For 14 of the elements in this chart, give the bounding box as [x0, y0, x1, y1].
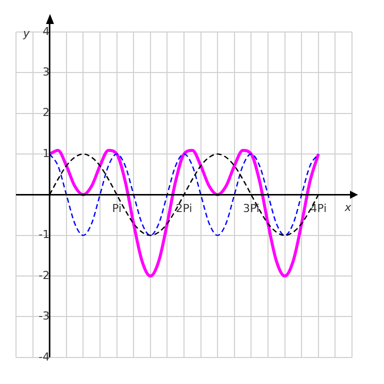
y-tick-label: -3: [38, 310, 50, 323]
y-tick-label: -1: [38, 228, 50, 242]
y-tick-label: 2: [42, 106, 50, 120]
y-tick-label: 3: [42, 66, 50, 79]
y-tick-label: -4: [38, 350, 50, 364]
x-tick-label: Pi: [112, 202, 122, 216]
y-tick-label: 1: [42, 146, 50, 160]
x-tick-label: 2Pi: [176, 202, 192, 216]
x-tick-label: 4Pi: [310, 202, 327, 216]
x-axis-title: x: [344, 201, 352, 214]
y-tick-label: -2: [38, 268, 50, 282]
x-tick-label: 3Pi: [242, 202, 260, 216]
y-tick-label: 4: [42, 24, 50, 38]
y-axis-title: y: [22, 26, 30, 40]
